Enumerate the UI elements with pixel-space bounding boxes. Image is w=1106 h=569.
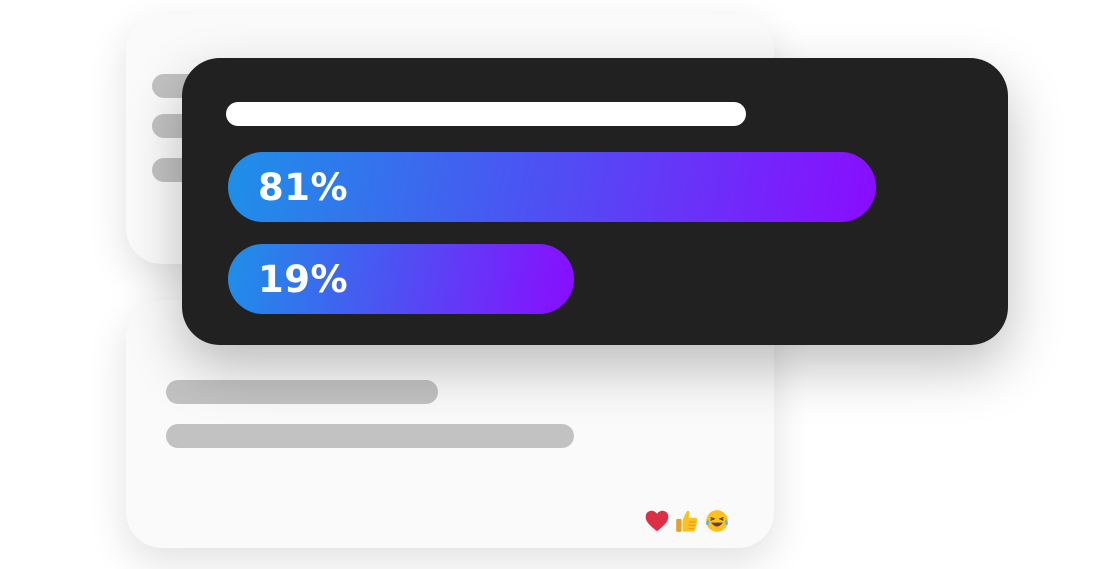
poll-option-bar[interactable]: 81%	[228, 152, 876, 222]
poll-card: 81% 19%	[182, 58, 1008, 345]
skeleton-line	[166, 424, 574, 448]
thumbs-up-icon	[676, 510, 698, 532]
poll-option-bar[interactable]: 19%	[228, 244, 574, 314]
poll-option-percent: 19%	[258, 257, 349, 301]
poll-option-percent: 81%	[258, 165, 349, 209]
laughing-tears-icon	[706, 510, 728, 532]
skeleton-line	[166, 380, 438, 404]
poll-question-placeholder	[226, 102, 746, 126]
reactions	[644, 508, 730, 534]
heart-icon	[645, 510, 669, 532]
